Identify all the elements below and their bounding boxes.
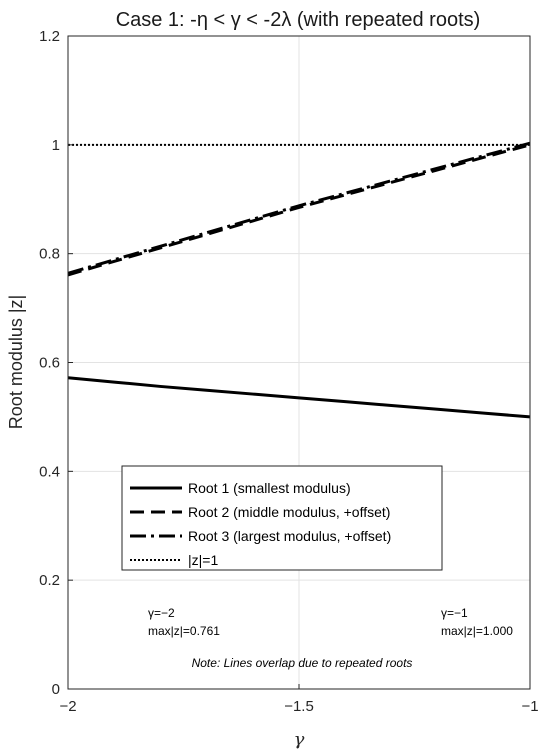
series-layer: [67, 141, 531, 419]
grid: [67, 35, 531, 690]
y-tick-label: 0.2: [39, 572, 60, 589]
y-tick-label: 1: [52, 137, 60, 154]
series-line-1: [67, 376, 531, 419]
series-line-3: [67, 141, 531, 275]
y-tick-label: 0: [52, 681, 60, 698]
y-tick-label: 0.8: [39, 246, 60, 263]
y-tick-label: 0.4: [39, 463, 60, 480]
annotation-text: max|z|=1.000: [441, 624, 513, 638]
legend-box: [121, 465, 443, 571]
y-tick-label: 0.6: [39, 355, 60, 372]
legend-entry-label: Root 3 (largest modulus, +offset): [188, 528, 391, 544]
legend-entry-label: Root 2 (middle modulus, +offset): [188, 504, 390, 520]
legend-entry-label: |z|=1: [188, 552, 218, 568]
legend-entry-label: Root 1 (smallest modulus): [188, 480, 351, 496]
annotation-text: γ=−1: [441, 606, 468, 620]
ticks: −2 −1.5 −1 0 0.2 0.4 0.6 0.8 1 1.2: [39, 28, 538, 715]
annotations: γ=−2 max|z|=0.761 γ=−1 max|z|=1.000: [148, 606, 513, 638]
x-tick-label: −2: [59, 698, 76, 715]
series-line-2: [67, 143, 531, 277]
annotation-text: max|z|=0.761: [148, 624, 220, 638]
x-tick-label: −1: [521, 698, 538, 715]
y-axis-label: Root modulus |z|: [6, 295, 26, 429]
legend: Root 1 (smallest modulus) Root 2 (middle …: [121, 465, 443, 571]
overlap-note: Note: Lines overlap due to repeated root…: [192, 656, 413, 670]
y-tick-label: 1.2: [39, 28, 60, 45]
x-axis-label: γ: [294, 729, 305, 750]
x-tick-label: −1.5: [284, 698, 314, 715]
chart-title: Case 1: -η < γ < -2λ (with repeated root…: [116, 9, 481, 31]
annotation-text: γ=−2: [148, 606, 175, 620]
